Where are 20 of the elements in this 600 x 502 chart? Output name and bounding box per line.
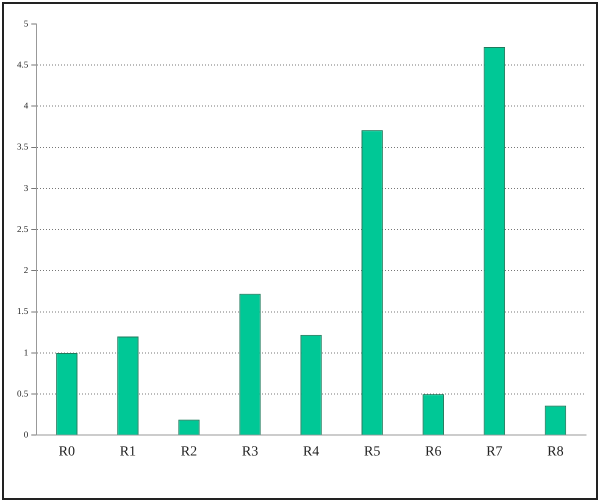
y-tick-label: 4 — [24, 100, 29, 111]
y-tick-label: 2 — [24, 265, 28, 276]
x-tick-label: R2 — [180, 444, 198, 460]
y-tick-label: 0.5 — [17, 388, 29, 398]
y-tick-label: 1.5 — [17, 306, 29, 316]
x-tick-label: R4 — [302, 444, 320, 460]
x-tick-label: R5 — [364, 444, 380, 460]
y-tick-label: 5 — [24, 18, 29, 28]
x-tick-label: R1 — [120, 444, 136, 460]
y-tick-label: 2.5 — [17, 224, 29, 234]
x-tick-label: R3 — [242, 444, 258, 460]
x-tick-label: R0 — [58, 444, 75, 460]
y-tick-label: 0 — [24, 430, 29, 440]
y-tick-label: 4.5 — [17, 59, 29, 70]
y-tick-label: 1 — [24, 347, 28, 358]
y-tick-label: 3 — [24, 182, 29, 193]
x-tick-label: R7 — [486, 444, 503, 460]
x-tick-label: R8 — [547, 444, 564, 460]
y-tick-label: 3.5 — [17, 142, 29, 152]
x-tick-label: R6 — [425, 444, 442, 460]
